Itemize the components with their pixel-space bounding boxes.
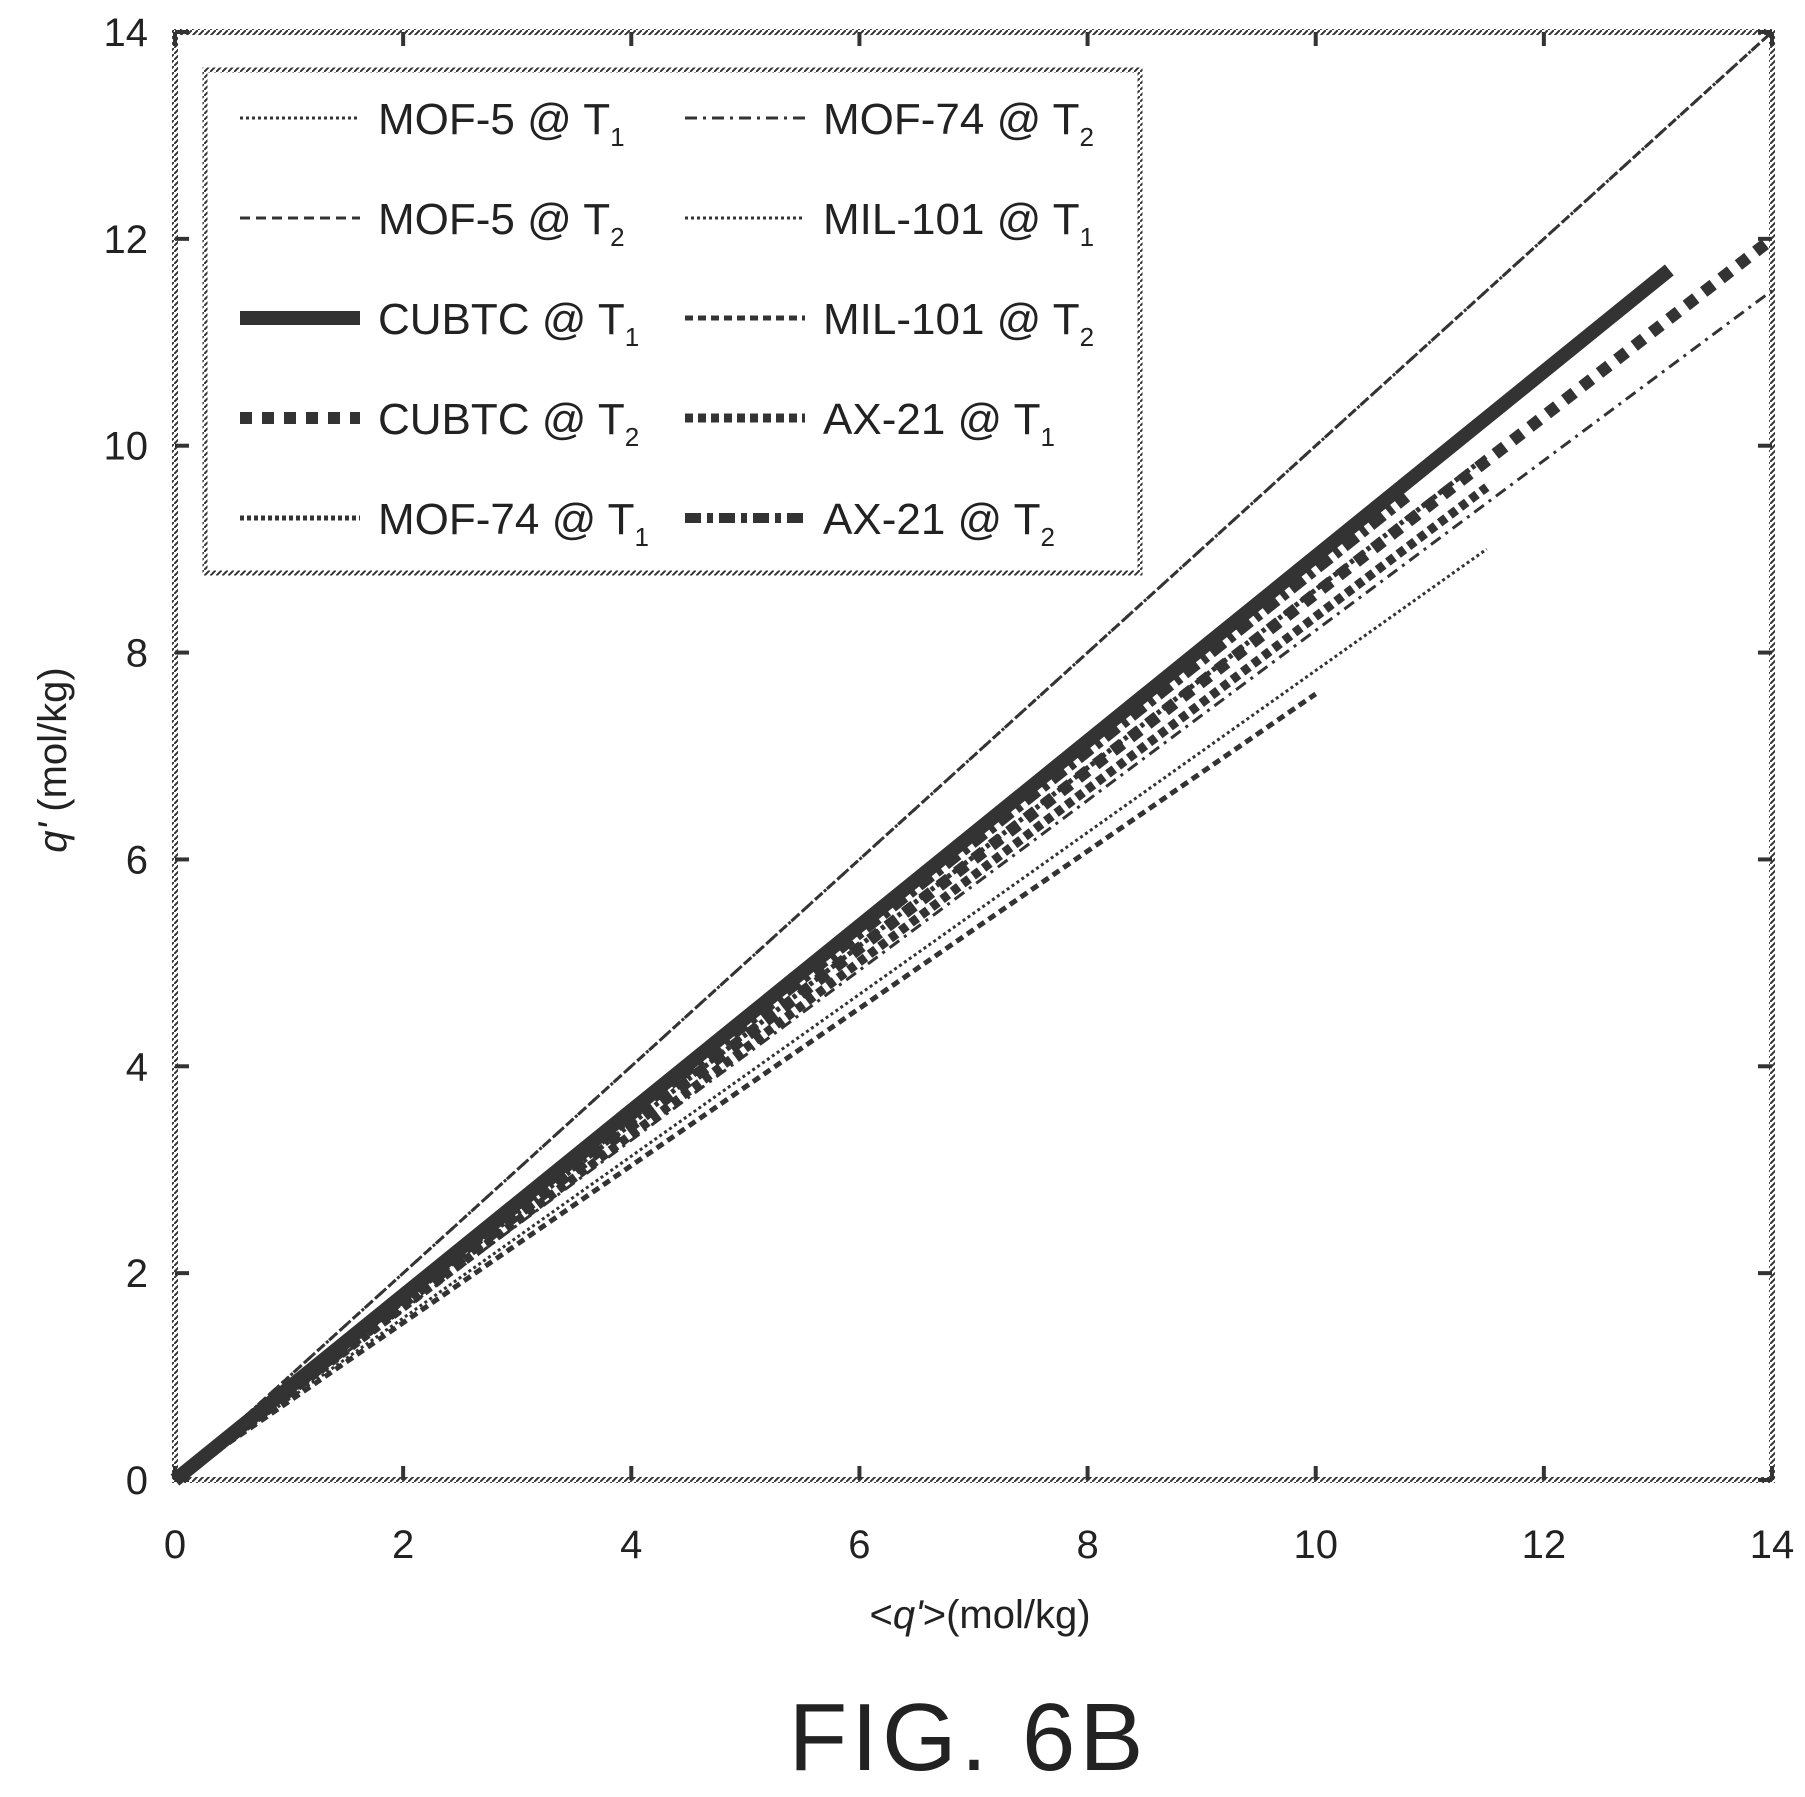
x-tick-label: 8 bbox=[1076, 1523, 1098, 1567]
x-tick-label: 6 bbox=[848, 1523, 870, 1567]
y-tick-label: 12 bbox=[104, 218, 149, 262]
x-tick-label: 10 bbox=[1293, 1523, 1338, 1567]
y-tick-label: 10 bbox=[104, 425, 149, 469]
series-line-mil-101-t-t1 bbox=[174, 547, 1488, 1482]
y-tick-label: 2 bbox=[126, 1252, 148, 1296]
legend-label: AX-21 @ T1 bbox=[823, 395, 1055, 452]
y-tick-label: 4 bbox=[126, 1045, 148, 1089]
y-tick-label: 0 bbox=[126, 1459, 148, 1503]
y-axis-label: q' (mol/kg) bbox=[31, 667, 75, 852]
y-tick-label: 8 bbox=[126, 632, 148, 676]
legend-label: CUBTC @ T2 bbox=[378, 395, 639, 452]
series-line-ax-21-t-t2 bbox=[171, 493, 1411, 1484]
legend-label: CUBTC @ T1 bbox=[378, 295, 639, 352]
x-tick-label: 4 bbox=[620, 1523, 642, 1567]
legend-label: MOF-5 @ T1 bbox=[378, 95, 625, 152]
series-line-mil-101-t-t2 bbox=[173, 691, 1318, 1483]
legend-label: MOF-5 @ T2 bbox=[378, 195, 625, 252]
legend-label: MOF-74 @ T1 bbox=[378, 495, 649, 552]
series-line-ax-21-t-t1 bbox=[172, 483, 1490, 1484]
y-tick-label: 14 bbox=[104, 11, 149, 55]
series-line-mof-74-t-t1 bbox=[173, 454, 1489, 1482]
axes-layer: 0 2 4 6 8 10 12 14 0 2 4 6 8 10 12 14 bbox=[104, 11, 1795, 1567]
legend-label: MIL-101 @ T1 bbox=[823, 195, 1094, 252]
x-tick-label: 2 bbox=[392, 1523, 414, 1567]
x-tick-label: 14 bbox=[1750, 1523, 1795, 1567]
x-tick-label: 0 bbox=[164, 1523, 186, 1567]
legend-label: MIL-101 @ T2 bbox=[823, 295, 1094, 352]
x-tick-label: 12 bbox=[1522, 1523, 1567, 1567]
figure-label: FIG. 6B bbox=[789, 1684, 1148, 1791]
series-layer bbox=[170, 30, 1776, 1486]
legend-box bbox=[202, 67, 1143, 576]
legend-label: MOF-74 @ T2 bbox=[823, 95, 1094, 152]
y-tick-label: 6 bbox=[126, 838, 148, 882]
legend-label: AX-21 @ T2 bbox=[823, 495, 1055, 552]
series-line-mof-5-t-t2 bbox=[173, 30, 1774, 1482]
legend: MOF-5 @ T1 MOF-5 @ T2 CUBTC @ T1 CUBTC @ T2… bbox=[202, 67, 1143, 576]
x-axis-label: <q'>(mol/kg) bbox=[869, 1593, 1090, 1637]
